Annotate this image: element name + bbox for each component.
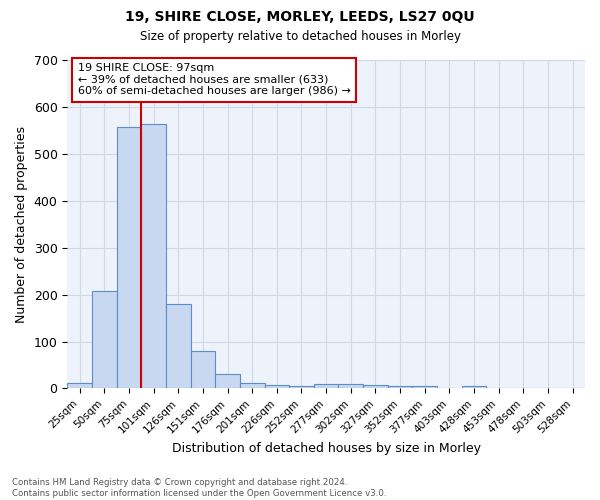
Bar	[67, 383, 92, 388]
Text: Contains HM Land Registry data © Crown copyright and database right 2024.
Contai: Contains HM Land Registry data © Crown c…	[12, 478, 386, 498]
Bar	[215, 374, 240, 388]
Text: 19 SHIRE CLOSE: 97sqm
← 39% of detached houses are smaller (633)
60% of semi-det: 19 SHIRE CLOSE: 97sqm ← 39% of detached …	[77, 64, 350, 96]
Bar	[388, 386, 412, 388]
Bar	[141, 124, 166, 388]
Text: 19, SHIRE CLOSE, MORLEY, LEEDS, LS27 0QU: 19, SHIRE CLOSE, MORLEY, LEEDS, LS27 0QU	[125, 10, 475, 24]
Bar	[92, 292, 116, 388]
Text: Size of property relative to detached houses in Morley: Size of property relative to detached ho…	[139, 30, 461, 43]
Bar	[191, 352, 215, 389]
Bar	[338, 384, 363, 388]
Y-axis label: Number of detached properties: Number of detached properties	[15, 126, 28, 322]
X-axis label: Distribution of detached houses by size in Morley: Distribution of detached houses by size …	[172, 442, 481, 455]
Bar	[462, 386, 487, 388]
Bar	[314, 384, 338, 388]
Bar	[166, 304, 191, 388]
Bar	[265, 384, 289, 388]
Bar	[240, 383, 265, 388]
Bar	[412, 386, 437, 388]
Bar	[116, 126, 141, 388]
Bar	[363, 385, 388, 388]
Bar	[289, 386, 314, 388]
